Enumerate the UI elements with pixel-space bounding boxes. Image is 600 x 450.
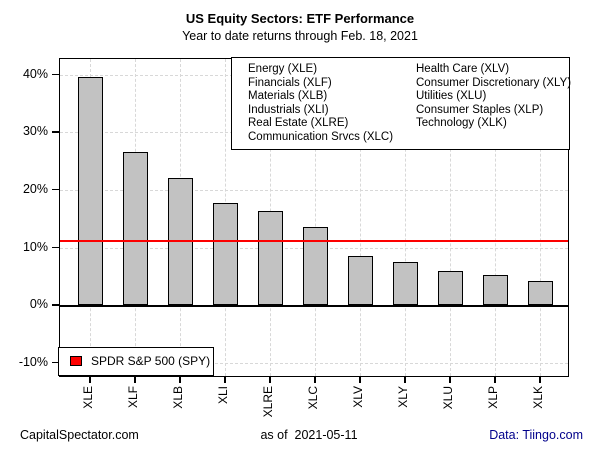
spy-reference-line (60, 239, 568, 243)
y-tick-label: -10% (18, 354, 48, 369)
sector-legend-item: Financials (XLF) (248, 76, 332, 89)
sector-legend-item: Energy (XLE) (248, 63, 318, 75)
x-tick-label: XLP (486, 386, 500, 409)
y-tick-label: 20% (22, 181, 48, 196)
footer-source-left: CapitalSpectator.com (20, 428, 139, 442)
y-tick (52, 188, 59, 191)
footer-data-source: Data: Tiingo.com (489, 428, 583, 442)
x-tick (359, 377, 361, 383)
x-tick-label: XLV (351, 386, 365, 408)
bar-XLRE (257, 211, 283, 306)
sector-legend-item: Consumer Staples (XLP) (416, 103, 544, 116)
x-tick-label: XLRE (261, 386, 275, 418)
x-tick (134, 377, 136, 383)
x-tick (449, 377, 451, 383)
y-tick-label: 0% (29, 297, 48, 312)
y-gridline (60, 189, 568, 191)
bar-XLI (212, 203, 238, 306)
y-tick-label: 30% (22, 124, 48, 139)
sector-legend-item: Communication Srvcs (XLC) (248, 130, 394, 143)
x-tick (89, 377, 91, 383)
zero-line (60, 305, 568, 307)
sector-legend-item: Real Estate (XLRE) (248, 117, 349, 130)
x-gridline (495, 59, 496, 376)
y-tick (52, 304, 59, 306)
x-tick-label: XLB (171, 386, 185, 409)
bar-XLE (77, 76, 103, 306)
x-gridline (450, 59, 451, 376)
y-tick-label: 10% (22, 239, 48, 254)
x-tick-label: XLE (81, 386, 95, 409)
x-gridline (360, 59, 361, 376)
sector-legend-item: Utilities (XLU) (416, 90, 487, 103)
spy-legend-label: SPDR S&P 500 (SPY) (91, 354, 211, 368)
bar-XLU (437, 271, 463, 306)
x-tick (224, 377, 226, 383)
x-tick-label: XLY (396, 386, 410, 408)
sector-legend-item: Consumer Discretionary (XLY) (416, 76, 572, 89)
x-gridline (315, 59, 316, 376)
x-tick-label: XLU (441, 386, 455, 410)
sector-legend-item: Materials (XLB) (248, 90, 328, 103)
bar-XLY (392, 262, 418, 306)
y-tick (52, 73, 59, 76)
spy-red-swatch-icon (70, 356, 82, 366)
x-tick (539, 377, 541, 383)
bar-XLC (302, 226, 328, 306)
bar-XLK (527, 281, 553, 306)
x-tick-label: XLI (216, 386, 230, 405)
x-tick (494, 377, 496, 383)
y-tick-label: 40% (22, 66, 48, 81)
plot-area (59, 58, 569, 377)
x-gridline (405, 59, 406, 376)
y-gridline (60, 362, 568, 364)
sector-legend-box: Energy (XLE) Financials (XLF) Materials (X… (231, 57, 571, 150)
footer-as-of-date: as of 2021-05-11 (260, 428, 358, 442)
bar-XLP (482, 275, 508, 306)
chart-title: US Equity Sectors: ETF Performance (185, 11, 415, 26)
y-tick (52, 131, 59, 133)
y-tick (52, 361, 59, 364)
sector-legend-item: Health Care (XLV) (416, 63, 510, 75)
x-tick-label: XLC (306, 386, 320, 410)
x-tick (404, 377, 406, 383)
x-gridline (540, 59, 541, 376)
y-tick (52, 246, 59, 249)
x-tick-label: XLF (126, 386, 140, 409)
x-tick (314, 377, 316, 383)
sector-legend-column-2: Health Care (XLV) Consumer Discretionary … (416, 63, 571, 131)
sector-legend-item: Technology (XLK) (416, 117, 507, 130)
sector-legend-item: Industrials (XLI) (248, 103, 329, 116)
sector-legend-column-1: Energy (XLE) Financials (XLF) Materials (X… (248, 63, 393, 145)
bar-XLF (122, 152, 148, 306)
spy-legend-box: SPDR S&P 500 (SPY) (58, 347, 214, 376)
x-tick-label: XLK (531, 386, 545, 409)
chart-subtitle: Year to date returns through Feb. 18, 20… (182, 29, 418, 43)
x-tick (179, 377, 181, 383)
bar-XLV (347, 256, 373, 306)
x-tick (269, 377, 271, 383)
